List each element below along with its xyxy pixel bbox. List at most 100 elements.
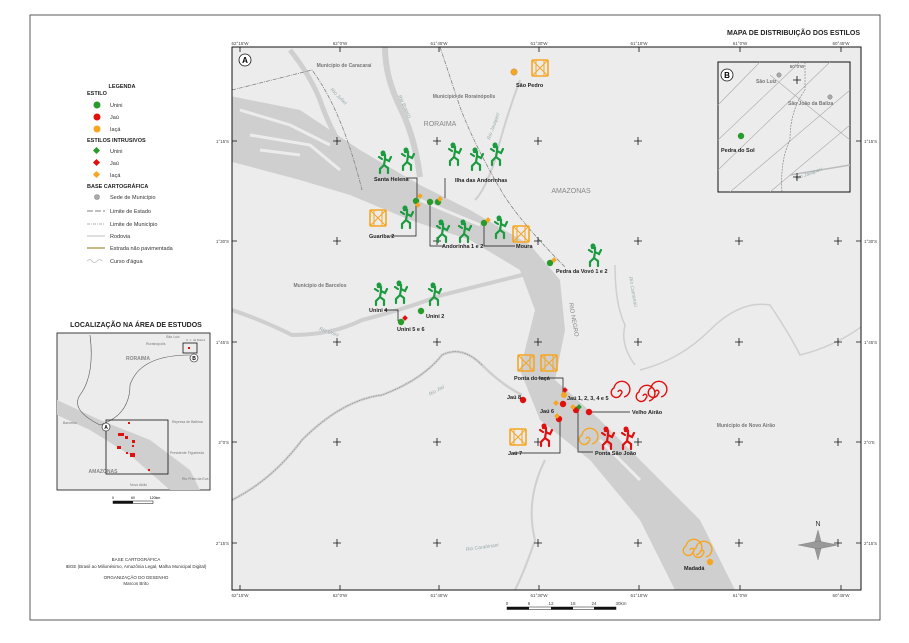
rio-camanau	[614, 264, 861, 371]
scale-label: 24	[591, 601, 597, 606]
lat-label: 1°30'S	[216, 239, 229, 244]
graticule-cross	[634, 539, 642, 547]
site-point-iaca	[561, 392, 567, 398]
site-label: Ponta São João	[595, 451, 637, 457]
north-arrow-icon: N	[797, 521, 839, 561]
legend-base-sede: Sede de Município	[110, 195, 156, 201]
graticule-cross	[735, 237, 743, 245]
legend-base-estado: Limite de Estado	[110, 209, 151, 215]
credits-org-name: Marcos Brito	[123, 581, 149, 586]
locator-river	[57, 400, 200, 490]
graticule-cross	[433, 137, 441, 145]
map-b-town-label: São Luiz	[756, 79, 777, 85]
lon-label-bottom: 61°15'W	[631, 593, 649, 598]
legend-base-estrada: Estrada não pavimentada	[110, 246, 174, 252]
locator-label-balbina: Represa de Balbina	[172, 420, 203, 424]
legend-base-municipio: Limite de Município	[110, 222, 157, 228]
map-b-marker-label: B	[724, 71, 730, 80]
map-b-state-border	[781, 62, 806, 193]
sede-municipio-icon	[827, 94, 833, 100]
lat-label-right: 2°15'S	[864, 541, 877, 546]
site-label: Unini 2	[426, 314, 444, 320]
graticule-cross	[534, 539, 542, 547]
legend-intrusivo-jau: Jaú	[110, 161, 119, 167]
locator-label-pres-figueiredo: Presidente Figueiredo	[170, 451, 204, 455]
map-b-marker	[720, 68, 734, 82]
lon-label: 61°0'W	[733, 41, 748, 46]
lat-label-right: 1°15'S	[864, 139, 877, 144]
credits-base-heading: BASE CARTOGRÁFICA	[112, 556, 161, 562]
rio-carabinani	[514, 459, 546, 590]
site-label: Madadá	[684, 566, 705, 572]
municipio-label: Município de Caracaraí	[317, 63, 372, 69]
graticule-cross	[634, 237, 642, 245]
site-label: Moura	[516, 244, 533, 250]
graticule-cross	[834, 237, 842, 245]
graticule-cross	[735, 438, 743, 446]
lat-label-right: 1°45'S	[864, 340, 877, 345]
site-markers	[397, 68, 714, 566]
scale-label: 0	[506, 601, 509, 606]
graticule-cross	[834, 438, 842, 446]
graticule-cross	[634, 438, 642, 446]
graticule-cross	[834, 539, 842, 547]
site-label: Unini 4	[369, 308, 388, 314]
lat-label-right: 1°30'S	[864, 239, 877, 244]
lat-label: 2°0'S	[218, 440, 229, 445]
rio-unini	[232, 273, 523, 338]
credits-org-heading: ORGANIZAÇÃO DO DESENHO	[104, 574, 169, 580]
legend-unini-diamond	[92, 146, 101, 155]
municipio-label: Município de Barcelos	[293, 283, 346, 289]
site-label: Pedra da Vovó 1 e 2	[556, 269, 608, 275]
rio-negro-water	[232, 96, 735, 590]
graticule-cross	[433, 438, 441, 446]
site-point-unini	[426, 198, 434, 206]
map-a-marker	[238, 53, 252, 67]
site-point-jau	[559, 400, 567, 408]
scale-label: 12	[548, 601, 554, 606]
locator-label-sao-luiz: São Luiz	[166, 335, 180, 339]
legend-intrusivos-heading: ESTILOS INTRUSIVOS	[87, 138, 146, 144]
locator-state-border	[77, 334, 191, 426]
region-label-amazonas: AMAZONAS	[551, 188, 591, 195]
site-labels: São Pedro Santa Helena Ilha das Andorinh…	[369, 83, 705, 572]
curso-agua-line	[86, 259, 103, 263]
map-b-crosses	[793, 76, 801, 181]
site-point-unini	[546, 259, 554, 267]
lat-label: 1°15'S	[216, 139, 229, 144]
legend-estilo-jau: Jaú	[110, 115, 119, 121]
municipio-label: Município de Novo Airão	[717, 423, 775, 429]
lon-label-bottom: 60°45'W	[833, 593, 851, 598]
site-label: Jaú 1, 2, 3, 4 e 5	[567, 396, 609, 402]
credits: BASE CARTOGRÁFICA IBGE (Brasil ao Milion…	[66, 556, 207, 586]
site-label: Jaú 8	[507, 395, 521, 401]
map-a-frame	[231, 46, 862, 591]
graticule-cross	[333, 237, 341, 245]
locator-site-dots	[117, 347, 190, 471]
legend-base-rodovia: Rodovia	[110, 234, 131, 240]
site-point-unini	[417, 307, 425, 315]
lon-label-bottom: 62°0'W	[333, 593, 348, 598]
graticule-cross	[333, 438, 341, 446]
locator-label-roraima: RORAIMA	[126, 356, 150, 362]
scale-label: 30km	[615, 601, 626, 606]
graticule-cross	[735, 539, 743, 547]
legend-intrusivo-unini: Unini	[110, 149, 123, 155]
locator-marker-a-label: A	[104, 425, 108, 431]
lon-label-bottom: 61°0'W	[733, 593, 748, 598]
site-label: Guariba 2	[369, 234, 394, 240]
locator-box-a	[105, 419, 169, 475]
locator-label-barcelos: Barcelos	[63, 421, 77, 425]
locator-scale-120: 120km	[150, 496, 161, 500]
legend-base-heading: BASE CARTOGRÁFICA	[87, 183, 148, 190]
graticule-crosses	[232, 47, 861, 590]
river-label: Rio Camanaú	[627, 276, 638, 307]
rio-jufari	[288, 48, 353, 162]
lon-labels: 62°15'W 62°0'W 61°45'W 61°30'W 61°15'W 6…	[232, 41, 851, 598]
river-label: Rio Carabinani	[465, 542, 499, 553]
map-b-frame	[717, 61, 851, 193]
rio-branco	[382, 47, 423, 178]
map-b-inset: São Luiz São João da Baliza Rio Jauaperi…	[717, 61, 851, 193]
locator-scale-0: 0	[112, 496, 114, 500]
